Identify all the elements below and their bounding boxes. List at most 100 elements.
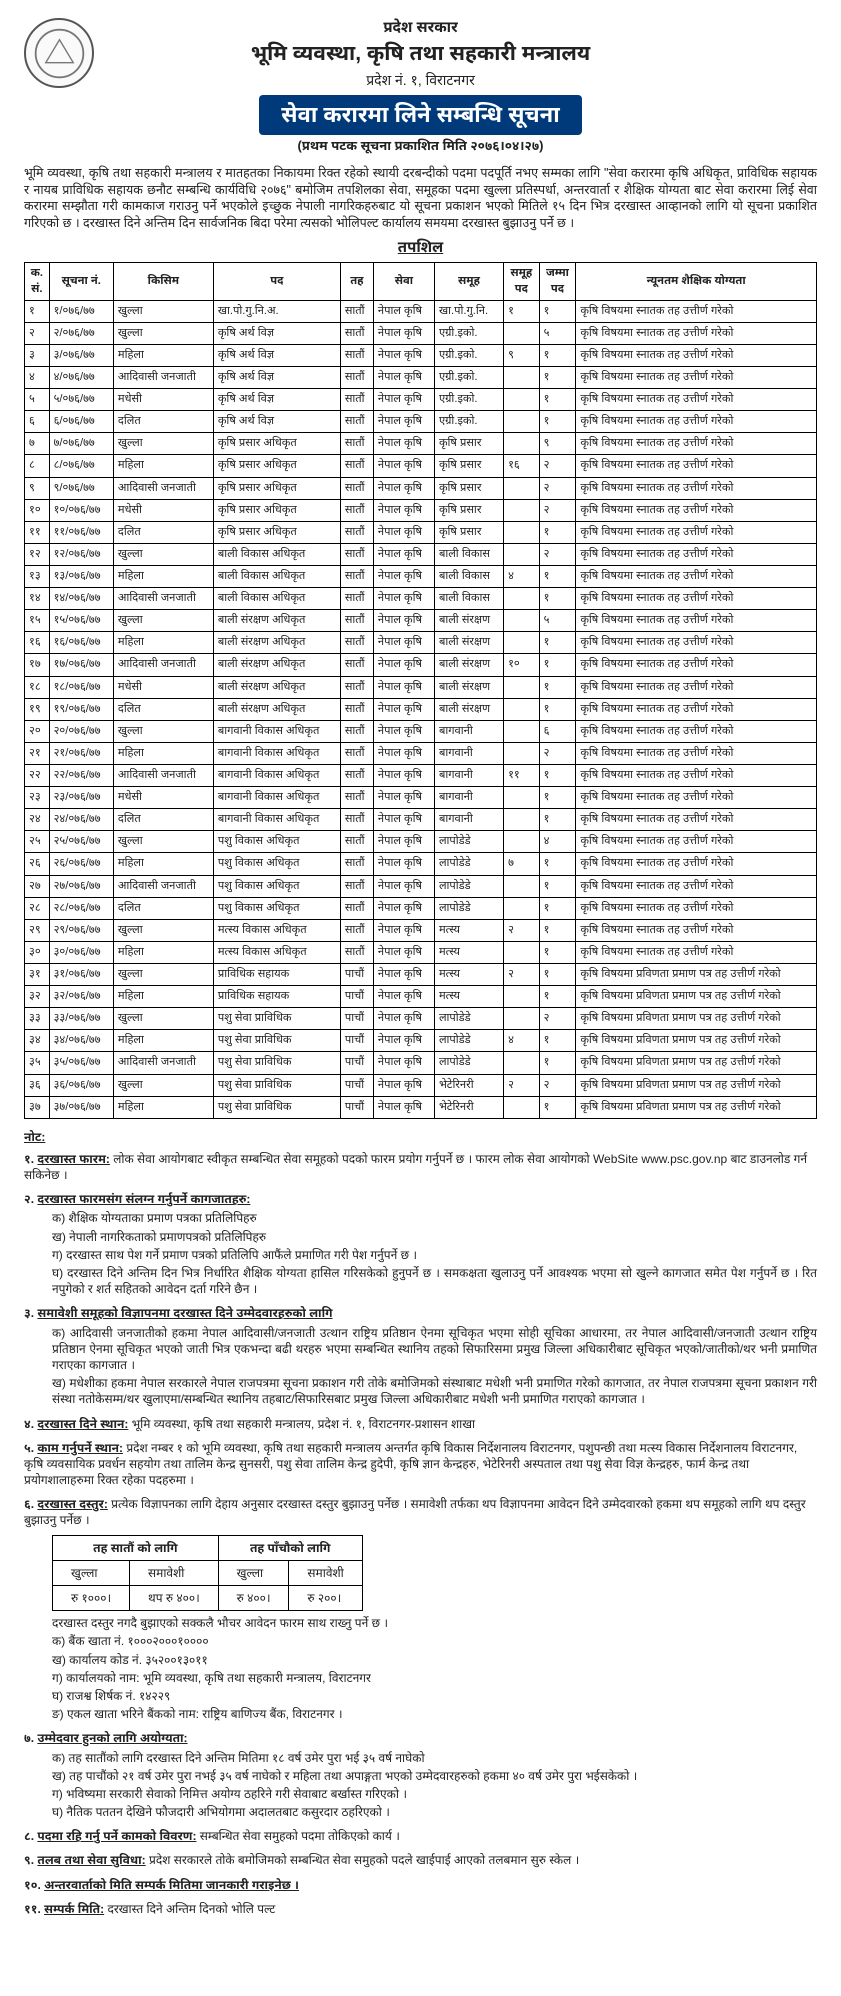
table-cell: कृषि विषयमा स्नातक तह उत्तीर्ण गरेको — [576, 389, 817, 411]
table-cell: सातौं — [340, 477, 373, 499]
table-cell: एग्री.इको. — [434, 344, 503, 366]
table-cell: सातौं — [340, 367, 373, 389]
table-cell: १ — [539, 566, 576, 588]
table-cell: ४ — [539, 831, 576, 853]
table-cell: १३/०७६/७७ — [49, 566, 113, 588]
table-cell: १ — [539, 698, 576, 720]
table-cell: सातौं — [340, 831, 373, 853]
table-cell: १ — [539, 389, 576, 411]
table-cell: १ — [539, 521, 576, 543]
table-cell: कृषि विषयमा स्नातक तह उत्तीर्ण गरेको — [576, 566, 817, 588]
table-cell: २ — [25, 322, 50, 344]
table-row: २३२३/०७६/७७मधेसीबागवानी विकास अधिकृतसातौ… — [25, 787, 817, 809]
table-cell: ६/०७६/७७ — [49, 411, 113, 433]
table-cell: सातौं — [340, 720, 373, 742]
note-item: २. दरखास्त फारमसंग संलग्न गर्नुपर्ने काग… — [24, 1191, 817, 1297]
table-row: २२/०७६/७७खुल्लाकृषि अर्थ विज्ञसातौंनेपाल… — [25, 322, 817, 344]
table-cell: कृषि प्रसार — [434, 499, 503, 521]
table-cell: बाली संरक्षण — [434, 698, 503, 720]
table-cell: १ — [539, 787, 576, 809]
table-cell: मधेसी — [113, 676, 213, 698]
table-cell: प्राविधिक सहायक — [213, 963, 340, 985]
table-cell: २१ — [25, 742, 50, 764]
table-cell: भेटेरिनरी — [434, 1096, 503, 1118]
table-cell: बागवानी — [434, 764, 503, 786]
table-cell — [504, 588, 540, 610]
table-cell: ३७ — [25, 1096, 50, 1118]
table-cell: १ — [25, 300, 50, 322]
table-row: १७१७/०७६/७७आदिवासी जनजातीबाली संरक्षण अध… — [25, 654, 817, 676]
table-cell: १७/०७६/७७ — [49, 654, 113, 676]
table-cell: नेपाल कृषि — [373, 499, 434, 521]
table-cell: २९ — [25, 919, 50, 941]
table-cell: नेपाल कृषि — [373, 322, 434, 344]
table-cell — [504, 720, 540, 742]
table-row: २४२४/०७६/७७दलितबागवानी विकास अधिकृतसातौं… — [25, 809, 817, 831]
table-cell: बाली विकास — [434, 566, 503, 588]
table-cell: कृषि विषयमा स्नातक तह उत्तीर्ण गरेको — [576, 344, 817, 366]
table-cell: बाली संरक्षण — [434, 632, 503, 654]
table-row: २२२२/०७६/७७आदिवासी जनजातीबागवानी विकास अ… — [25, 764, 817, 786]
table-cell: १८/०७६/७७ — [49, 676, 113, 698]
notes-section: नोट: १. दरखास्त फारम: लोक सेवा आयोगबाट स… — [24, 1129, 817, 1917]
table-cell: १५/०७६/७७ — [49, 610, 113, 632]
table-cell: सातौं — [340, 543, 373, 565]
table-cell — [504, 698, 540, 720]
table-cell: आदिवासी जनजाती — [113, 764, 213, 786]
table-cell: बागवानी विकास अधिकृत — [213, 742, 340, 764]
table-cell: खुल्ला — [113, 1008, 213, 1030]
table-cell: कृषि विषयमा स्नातक तह उत्तीर्ण गरेको — [576, 367, 817, 389]
table-cell: कृषि विषयमा स्नातक तह उत्तीर्ण गरेको — [576, 411, 817, 433]
table-cell: २८ — [25, 897, 50, 919]
table-cell: पशु विकास अधिकृत — [213, 897, 340, 919]
table-cell: कृषि विषयमा स्नातक तह उत्तीर्ण गरेको — [576, 676, 817, 698]
table-cell: महिला — [113, 1030, 213, 1052]
table-cell: १ — [539, 300, 576, 322]
table-cell: बाली संरक्षण अधिकृत — [213, 610, 340, 632]
table-cell — [504, 676, 540, 698]
table-cell: सातौं — [340, 455, 373, 477]
table-cell: कृषि विषयमा स्नातक तह उत्तीर्ण गरेको — [576, 853, 817, 875]
table-cell: सातौं — [340, 322, 373, 344]
table-cell: दलित — [113, 521, 213, 543]
table-cell: सातौं — [340, 588, 373, 610]
table-cell: ३५ — [25, 1052, 50, 1074]
table-cell: २ — [539, 742, 576, 764]
table-cell: पशु विकास अधिकृत — [213, 831, 340, 853]
table-cell — [504, 1008, 540, 1030]
table-cell — [504, 411, 540, 433]
table-cell: सातौं — [340, 610, 373, 632]
table-cell: नेपाल कृषि — [373, 809, 434, 831]
table-cell: कृषि विषयमा स्नातक तह उत्तीर्ण गरेको — [576, 941, 817, 963]
table-cell: सातौं — [340, 654, 373, 676]
table-cell: बागवानी — [434, 720, 503, 742]
table-cell: खुल्ला — [113, 543, 213, 565]
table-header: सूचना नं. — [49, 263, 113, 300]
table-cell: नेपाल कृषि — [373, 521, 434, 543]
table-cell: १२ — [25, 543, 50, 565]
table-cell: कृषि प्रसार अधिकृत — [213, 521, 340, 543]
table-cell: बाली विकास अधिकृत — [213, 566, 340, 588]
table-cell: नेपाल कृषि — [373, 698, 434, 720]
table-cell: कृषि विषयमा स्नातक तह उत्तीर्ण गरेको — [576, 300, 817, 322]
table-cell: नेपाल कृषि — [373, 433, 434, 455]
table-row: २७२७/०७६/७७आदिवासी जनजातीपशु विकास अधिकृ… — [25, 875, 817, 897]
table-cell: लापोडेडे — [434, 853, 503, 875]
table-cell: कृषि विषयमा स्नातक तह उत्तीर्ण गरेको — [576, 322, 817, 344]
fee-subline: दरखास्त दस्तुर नगदै बुझाएको सक्कलै भौचर … — [52, 1615, 817, 1631]
table-header: जम्मापद — [539, 263, 576, 300]
table-cell: बागवानी विकास अधिकृत — [213, 720, 340, 742]
note-subitem: ग) भविष्यमा सरकारी सेवाको निमित्त अयोग्य… — [52, 1786, 817, 1802]
table-cell: खुल्ला — [113, 322, 213, 344]
table-cell: पशु सेवा प्राविधिक — [213, 1008, 340, 1030]
table-cell: ३२/०७६/७७ — [49, 986, 113, 1008]
table-cell: १० — [504, 654, 540, 676]
table-cell — [504, 809, 540, 831]
table-cell: ८ — [25, 455, 50, 477]
table-cell: १ — [539, 344, 576, 366]
table-cell: नेपाल कृषि — [373, 543, 434, 565]
table-cell: नेपाल कृषि — [373, 963, 434, 985]
table-cell: मधेसी — [113, 389, 213, 411]
table-cell: कृषि विषयमा प्रविणता प्रमाण पत्र तह उत्त… — [576, 963, 817, 985]
table-row: २१२१/०७६/७७महिलाबागवानी विकास अधिकृतसातौ… — [25, 742, 817, 764]
